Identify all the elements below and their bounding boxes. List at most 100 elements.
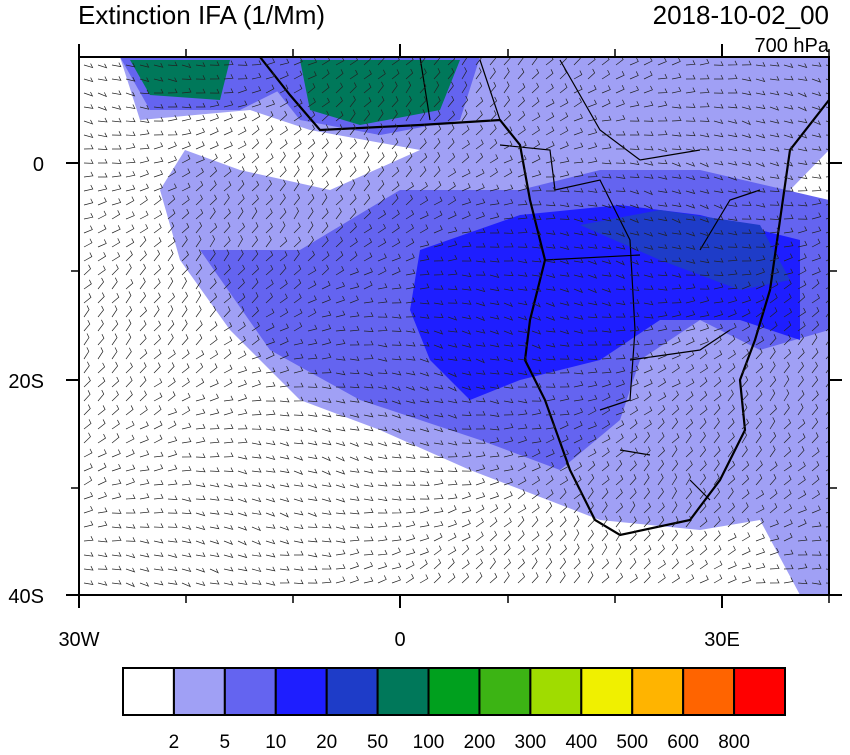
wind-barb bbox=[713, 204, 724, 210]
wind-barb bbox=[783, 308, 793, 318]
title: Extinction IFA (1/Mm) bbox=[78, 0, 325, 30]
wind-barb bbox=[573, 70, 583, 80]
wind-barb bbox=[349, 179, 356, 192]
wind-barb bbox=[293, 524, 304, 530]
wind-barb bbox=[447, 343, 458, 348]
wind-barb bbox=[741, 562, 752, 570]
wind-barb bbox=[615, 420, 625, 430]
wind-barb bbox=[111, 264, 119, 276]
wind-barb bbox=[797, 390, 805, 402]
wind-barb bbox=[209, 350, 219, 360]
wind-barb bbox=[601, 244, 612, 250]
wind-barb bbox=[293, 411, 304, 416]
wind-barb bbox=[251, 86, 262, 94]
wind-barb bbox=[559, 571, 566, 584]
wind-barb bbox=[97, 63, 108, 69]
wind-barb bbox=[377, 369, 388, 374]
wind-barb bbox=[769, 461, 778, 472]
wind-barb bbox=[769, 215, 780, 221]
wind-barb bbox=[615, 217, 626, 223]
wind-barb bbox=[587, 99, 597, 108]
wind-barb bbox=[461, 168, 471, 178]
wind-barb bbox=[643, 313, 654, 319]
wind-barb bbox=[195, 539, 206, 545]
wind-barb bbox=[475, 329, 486, 334]
wind-barb bbox=[223, 141, 233, 150]
wind-barb bbox=[181, 235, 188, 248]
wind-barb bbox=[405, 152, 413, 164]
wind-barb bbox=[405, 441, 416, 447]
wind-barb bbox=[517, 476, 527, 486]
wind-barb bbox=[111, 171, 122, 178]
wind-barb bbox=[209, 113, 219, 122]
wind-barb bbox=[531, 302, 541, 308]
wind-barb bbox=[97, 462, 107, 472]
wind-barb bbox=[363, 137, 369, 150]
colorbar-box bbox=[682, 667, 736, 716]
wind-barb bbox=[335, 281, 345, 290]
wind-barb bbox=[335, 222, 344, 234]
wind-barb bbox=[657, 202, 668, 207]
wind-barb bbox=[209, 335, 218, 346]
wind-barb bbox=[601, 98, 611, 108]
wind-barb bbox=[83, 305, 90, 318]
colorbar-box bbox=[172, 667, 226, 716]
wind-barb bbox=[727, 432, 735, 444]
wind-barb bbox=[139, 291, 147, 304]
wind-barb bbox=[167, 479, 178, 486]
wind-barb bbox=[377, 426, 388, 432]
wind-barb bbox=[685, 310, 696, 318]
wind-barb bbox=[671, 230, 682, 235]
wind-barb bbox=[531, 356, 542, 362]
wind-barb bbox=[559, 557, 567, 570]
wind-barb bbox=[727, 132, 738, 138]
wind-barb bbox=[405, 341, 416, 347]
wind-barb bbox=[139, 539, 150, 544]
wind-barb bbox=[475, 397, 486, 403]
wind-barb bbox=[587, 340, 598, 346]
wind-barb bbox=[503, 436, 514, 444]
wind-barb bbox=[293, 510, 304, 516]
wind-barb bbox=[755, 404, 763, 416]
wind-barb bbox=[559, 435, 569, 444]
wind-barb bbox=[699, 445, 707, 458]
wind-barb bbox=[615, 71, 625, 80]
wind-barb bbox=[615, 187, 626, 192]
wind-barb bbox=[685, 574, 695, 584]
wind-barb bbox=[321, 264, 329, 276]
wind-barb bbox=[363, 252, 373, 262]
wind-barb bbox=[517, 462, 527, 472]
wind-barb bbox=[251, 366, 262, 374]
wind-barb bbox=[489, 342, 500, 348]
wind-barb bbox=[167, 155, 177, 164]
wind-barb bbox=[559, 530, 567, 542]
wind-barb bbox=[699, 88, 710, 94]
wind-barb bbox=[811, 293, 820, 304]
wind-barb bbox=[181, 479, 192, 486]
wind-barb bbox=[503, 530, 511, 542]
wind-barb bbox=[363, 83, 372, 94]
wind-barb bbox=[391, 428, 402, 434]
wind-barb bbox=[531, 257, 542, 263]
wind-barb bbox=[769, 347, 776, 360]
wind-barb bbox=[531, 382, 542, 388]
wind-barb bbox=[167, 141, 177, 150]
wind-barb bbox=[111, 184, 122, 192]
wind-barb bbox=[251, 306, 259, 318]
wind-barb bbox=[475, 271, 486, 276]
wind-barb bbox=[223, 510, 234, 516]
wind-barb bbox=[559, 157, 570, 164]
wind-barb bbox=[237, 540, 247, 546]
wind-barb bbox=[363, 123, 370, 136]
plume-green bbox=[130, 60, 460, 125]
wind-barb bbox=[573, 462, 583, 472]
wind-barb bbox=[153, 305, 160, 318]
wind-barb bbox=[769, 445, 776, 458]
wind-barb bbox=[475, 67, 482, 80]
wind-barb bbox=[811, 536, 822, 542]
wind-barb bbox=[321, 110, 330, 122]
wind-barb bbox=[629, 117, 640, 122]
wind-barb bbox=[153, 349, 162, 360]
wind-barb bbox=[111, 144, 122, 150]
wind-barb bbox=[489, 329, 500, 335]
